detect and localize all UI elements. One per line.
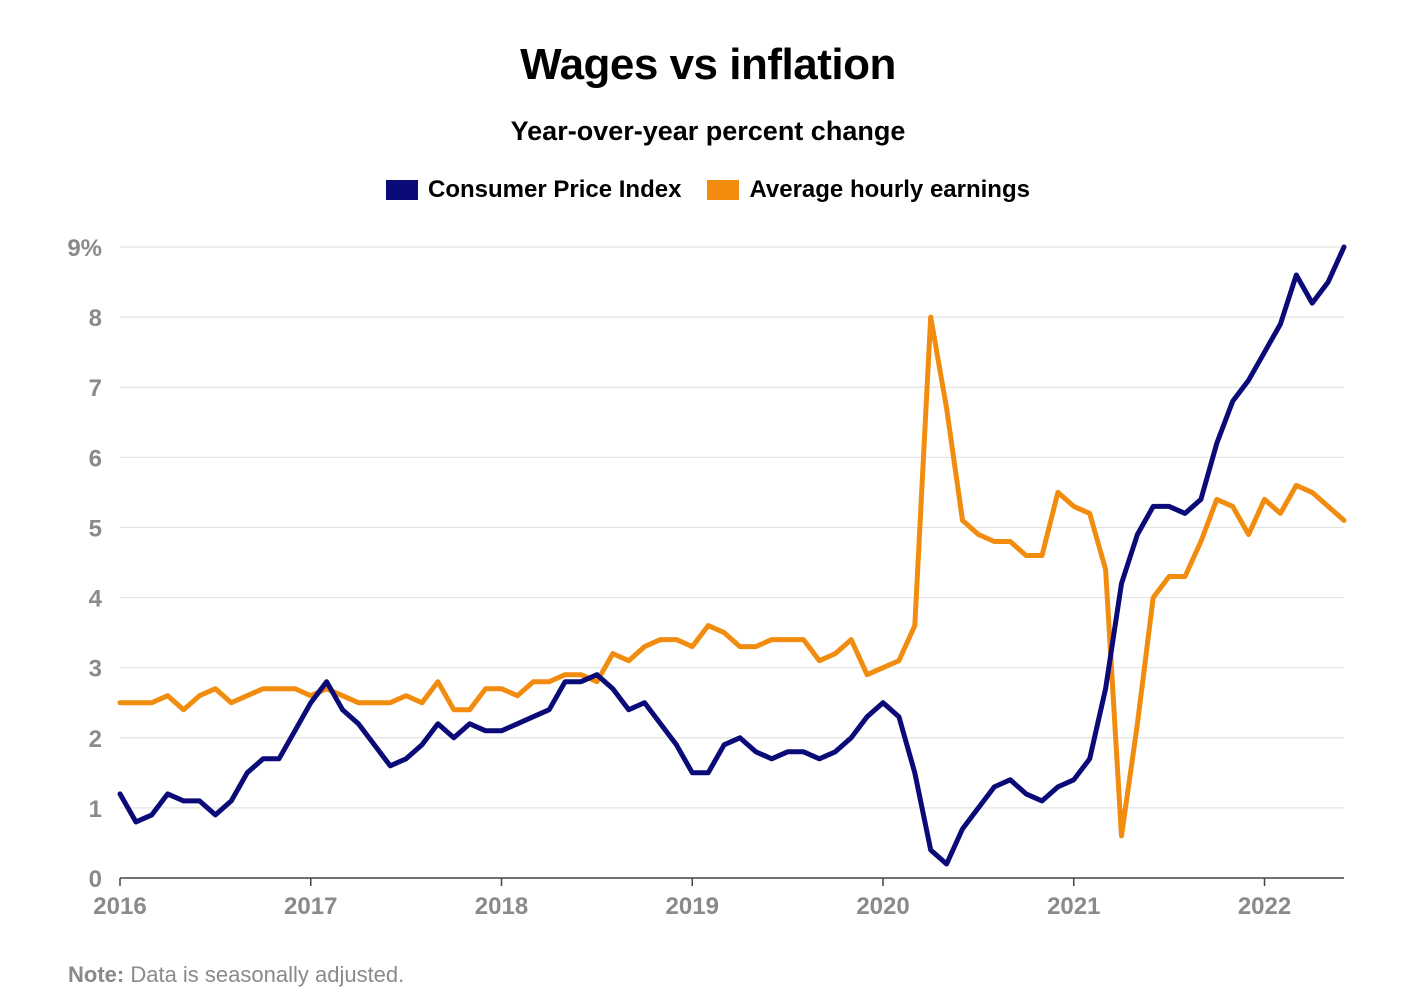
- x-axis-ticks: 2016 2017 2018 2019 2020 2021 2022: [93, 893, 1291, 920]
- x-tick-label: 2021: [1047, 893, 1100, 920]
- series-line-earnings: [117, 314, 1347, 839]
- x-tick-label: 2017: [284, 893, 337, 920]
- y-tick-label: 5: [89, 515, 102, 542]
- legend: Consumer Price Index Average hourly earn…: [0, 176, 1416, 204]
- chart-title: Wages vs inflation: [520, 40, 896, 89]
- series-line-cpi: [117, 244, 1347, 867]
- legend-label-earnings: Average hourly earnings: [749, 176, 1030, 203]
- y-tick-label: 1: [89, 796, 102, 823]
- y-tick-label: 8: [89, 305, 102, 332]
- y-axis-ticks: 0 1 2 3 4 5 6 7 8 9%: [67, 235, 102, 893]
- y-tick-label: 7: [89, 375, 102, 402]
- x-tick-label: 2019: [666, 893, 719, 920]
- gridlines: [119, 246, 1344, 886]
- note-text: Data is seasonally adjusted.: [124, 962, 405, 987]
- chart-subtitle: Year-over-year percent change: [510, 116, 906, 146]
- y-tick-label: 0: [89, 866, 102, 893]
- note-label: Note:: [68, 962, 125, 987]
- x-tick-label: 2018: [475, 893, 528, 920]
- y-tick-label: 2: [89, 726, 102, 753]
- legend-item-cpi: Consumer Price Index: [386, 176, 681, 204]
- y-tick-label: 3: [89, 656, 102, 683]
- footnote: Note: Data is seasonally adjusted.: [68, 962, 404, 988]
- legend-swatch-earnings: [707, 180, 740, 200]
- legend-item-earnings: Average hourly earnings: [707, 176, 1030, 204]
- legend-swatch-cpi: [386, 180, 419, 200]
- y-tick-label: 9%: [67, 235, 102, 262]
- y-tick-label: 6: [89, 445, 102, 472]
- series-lines: [117, 244, 1347, 867]
- x-tick-label: 2020: [856, 893, 909, 920]
- y-tick-label: 4: [89, 586, 103, 613]
- x-tick-label: 2016: [93, 893, 146, 920]
- legend-label-cpi: Consumer Price Index: [428, 176, 682, 203]
- x-tick-label: 2022: [1238, 893, 1291, 920]
